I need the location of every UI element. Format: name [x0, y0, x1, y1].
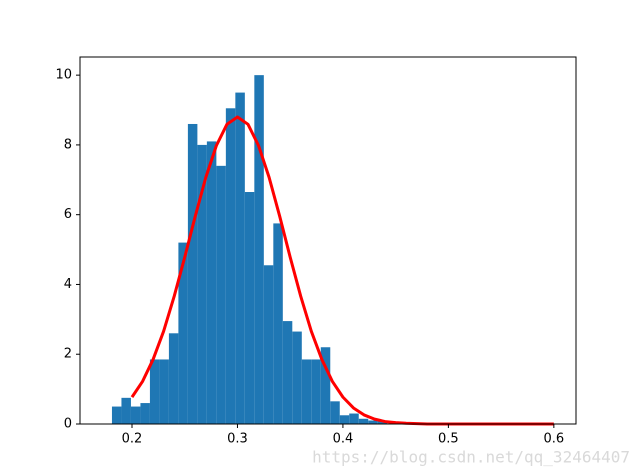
bar: [159, 359, 169, 424]
y-tick-label: 2: [64, 347, 72, 362]
bar: [339, 415, 350, 424]
bar: [178, 242, 188, 424]
bar: [168, 333, 179, 424]
bar: [273, 223, 283, 424]
bar: [292, 331, 302, 424]
bar: [235, 92, 245, 424]
plot-frame: [79, 56, 577, 425]
bar: [254, 75, 264, 424]
bar: [282, 321, 293, 424]
x-tick-label: 0.3: [227, 432, 248, 447]
y-tick-label: 6: [64, 207, 72, 222]
bar: [330, 401, 340, 424]
bar: [149, 359, 160, 424]
x-tick-label: 0.2: [122, 432, 143, 447]
bar: [311, 359, 321, 424]
y-tick-label: 4: [64, 277, 72, 292]
bar: [225, 108, 236, 424]
bar: [244, 192, 255, 424]
bar: [130, 406, 141, 424]
y-tick-label: 0: [64, 417, 72, 432]
bar: [263, 265, 274, 424]
bar: [368, 420, 378, 424]
bar: [206, 141, 217, 424]
bar: [358, 418, 369, 424]
bar: [301, 359, 312, 424]
bar: [197, 144, 207, 425]
y-tick-label: 10: [55, 68, 72, 83]
bar: [140, 403, 150, 424]
bar: [320, 347, 331, 424]
bar: [111, 406, 122, 424]
watermark: https://blog.csdn.net/qq_32464407: [312, 448, 630, 467]
x-tick-label: 0.5: [438, 432, 459, 447]
bar: [216, 165, 226, 424]
bar: [121, 397, 131, 424]
x-tick-label: 0.6: [544, 432, 565, 447]
y-tick-label: 8: [64, 137, 72, 152]
bar: [187, 123, 198, 424]
bar: [349, 413, 359, 424]
x-tick-label: 0.4: [333, 432, 354, 447]
